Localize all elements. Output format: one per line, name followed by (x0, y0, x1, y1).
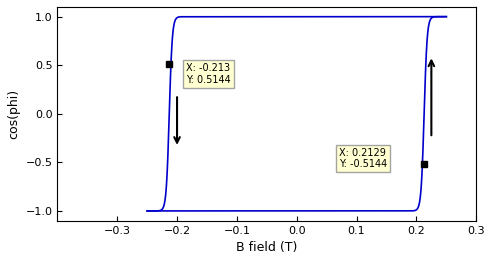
Y-axis label: cos(phi): cos(phi) (7, 89, 20, 139)
Text: X: -0.213
Y: 0.5144: X: -0.213 Y: 0.5144 (186, 63, 231, 85)
Text: X: 0.2129
Y: -0.5144: X: 0.2129 Y: -0.5144 (338, 148, 387, 169)
X-axis label: B field (T): B field (T) (236, 241, 298, 254)
